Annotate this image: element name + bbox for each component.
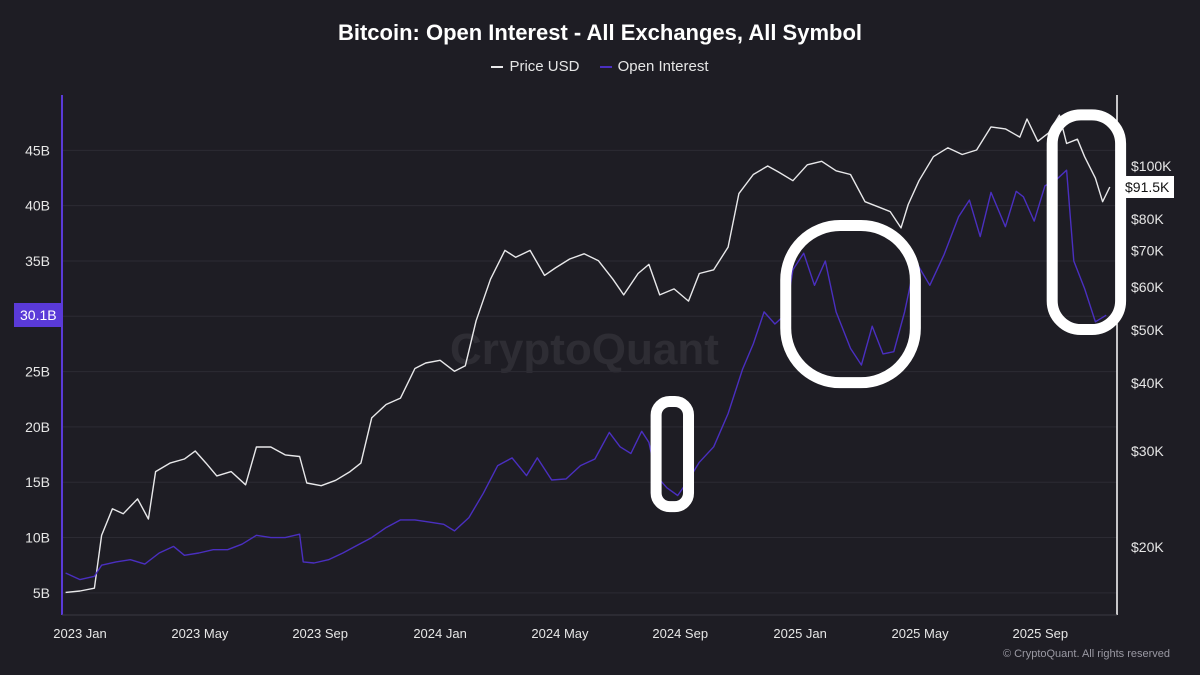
left-tick-label: 40B xyxy=(25,198,50,214)
highlight-annotation xyxy=(1046,109,1127,336)
legend-item-price[interactable]: Price USD xyxy=(491,58,579,75)
x-tick-label: 2023 Sep xyxy=(292,626,348,641)
right-tick-label: $100K xyxy=(1131,158,1172,174)
series-line-price-usd xyxy=(65,114,1111,594)
legend: Price USD Open Interest xyxy=(0,58,1200,75)
highlight-annotation xyxy=(650,395,695,513)
right-tick-label: $80K xyxy=(1131,211,1164,227)
series-layer xyxy=(65,114,1111,594)
legend-swatch-open-interest xyxy=(599,66,612,69)
axes xyxy=(61,95,1118,616)
x-tick-label: 2024 May xyxy=(531,626,589,641)
x-tick-label: 2025 May xyxy=(891,626,949,641)
x-tick-label: 2023 Jan xyxy=(53,626,107,641)
left-tick-label: 45B xyxy=(25,142,50,158)
right-tick-label: $20K xyxy=(1131,539,1164,555)
right-tick-label: $60K xyxy=(1131,279,1164,295)
left-tick-label: 25B xyxy=(25,364,50,380)
current-price-marker: $91.5K xyxy=(1120,176,1175,198)
watermark: CryptoQuant xyxy=(450,325,719,374)
tick-labels: 5B10B15B20B25B30B35B40B45B$20K$30K$40K$5… xyxy=(25,142,1172,641)
legend-label-price: Price USD xyxy=(509,58,580,75)
chart-title: Bitcoin: Open Interest - All Exchanges, … xyxy=(337,20,862,45)
legend-item-open-interest[interactable]: Open Interest xyxy=(599,58,709,75)
left-tick-label: 35B xyxy=(25,253,50,269)
annotations xyxy=(650,109,1127,513)
legend-swatch-price xyxy=(491,66,504,69)
x-tick-label: 2025 Sep xyxy=(1012,626,1068,641)
right-tick-label: $70K xyxy=(1131,242,1164,258)
legend-label-open-interest: Open Interest xyxy=(617,58,709,75)
copyright-notice: © CryptoQuant. All rights reserved xyxy=(1002,648,1170,660)
left-tick-label: 20B xyxy=(25,419,50,435)
left-tick-label: 5B xyxy=(33,585,50,601)
gridlines xyxy=(62,149,1117,594)
current-open-interest-marker: 30.1B xyxy=(14,303,63,327)
right-tick-label: $50K xyxy=(1131,322,1164,338)
x-tick-label: 2023 May xyxy=(171,626,229,641)
x-tick-label: 2024 Jan xyxy=(413,626,467,641)
right-tick-label: $30K xyxy=(1131,443,1164,459)
x-tick-label: 2025 Jan xyxy=(773,626,827,641)
series-line-open-interest xyxy=(65,169,1107,581)
right-tick-label: $40K xyxy=(1131,375,1164,391)
left-tick-label: 10B xyxy=(25,530,50,546)
x-tick-label: 2024 Sep xyxy=(652,626,708,641)
highlight-annotation xyxy=(780,220,921,389)
left-tick-label: 15B xyxy=(25,474,50,490)
